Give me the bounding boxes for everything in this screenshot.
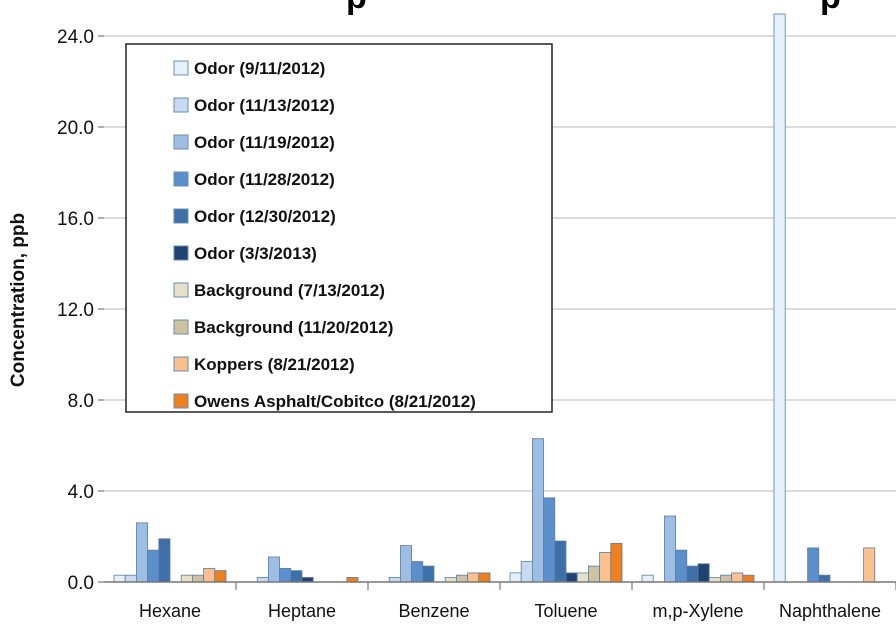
bars xyxy=(113,13,876,583)
legend-swatch xyxy=(173,393,189,409)
category-label: Heptane xyxy=(268,601,336,621)
bar xyxy=(697,563,710,583)
legend-swatch xyxy=(173,208,189,224)
bar xyxy=(599,552,612,583)
legend-label: Koppers (8/21/2012) xyxy=(194,355,355,374)
legend-swatch xyxy=(173,282,189,298)
x-axis xyxy=(104,581,896,590)
bar xyxy=(455,574,468,583)
y-tick-label: 24.0 xyxy=(57,27,94,48)
category-labels: Hexane Heptane Benzene Toluene m,p-Xylene Nap… xyxy=(139,601,881,621)
bar xyxy=(113,574,126,583)
bar xyxy=(807,547,820,583)
bar xyxy=(641,574,654,583)
bar xyxy=(664,515,677,583)
legend-swatch xyxy=(173,356,189,372)
legend-swatch xyxy=(173,245,189,261)
bar xyxy=(422,565,435,583)
legend-swatch xyxy=(173,97,189,113)
bar xyxy=(520,561,533,583)
category-label: Toluene xyxy=(534,601,597,621)
bar xyxy=(576,572,589,583)
chart-title-fragment-2: p xyxy=(820,0,841,16)
bar xyxy=(290,570,303,583)
legend-label: Background (7/13/2012) xyxy=(194,281,385,300)
bar xyxy=(267,556,280,583)
legend-label: Owens Asphalt/Cobitco (8/21/2012) xyxy=(194,392,476,411)
bar xyxy=(742,574,755,583)
bar xyxy=(399,545,412,583)
bar xyxy=(203,567,216,583)
bar xyxy=(588,565,601,583)
bar xyxy=(818,574,831,583)
chart-title-fragment-1: p xyxy=(346,0,367,16)
bar xyxy=(720,574,733,583)
bar xyxy=(773,13,786,583)
category-label: Benzene xyxy=(398,601,469,621)
legend-label: Odor (3/3/2013) xyxy=(194,244,317,263)
bar xyxy=(147,549,160,583)
y-tick-label: 20.0 xyxy=(57,118,94,139)
legend-swatch xyxy=(173,134,189,150)
legend-label: Odor (9/11/2012) xyxy=(194,59,325,78)
category-label: Hexane xyxy=(139,601,201,621)
bar xyxy=(863,547,876,583)
legend-swatch xyxy=(173,319,189,335)
bar xyxy=(478,572,491,583)
bar xyxy=(532,438,545,583)
y-tick-label: 8.0 xyxy=(68,391,94,412)
bar xyxy=(543,497,556,583)
legend-label: Odor (11/28/2012) xyxy=(194,170,335,189)
bar xyxy=(135,522,148,583)
bar xyxy=(180,574,193,583)
bar xyxy=(509,572,522,583)
y-tick-label: 0.0 xyxy=(68,573,94,594)
y-axis-ticks: 0.0 4.0 8.0 12.0 16.0 20.0 24.0 xyxy=(57,27,104,594)
legend-swatch xyxy=(173,60,189,76)
bar xyxy=(565,572,578,583)
legend-label: Background (11/20/2012) xyxy=(194,318,393,337)
y-axis-title: Concentration, ppb xyxy=(8,213,29,387)
bar xyxy=(610,542,623,583)
bar xyxy=(158,538,171,583)
legend-label: Odor (11/13/2012) xyxy=(194,96,335,115)
bar xyxy=(191,574,204,583)
bar xyxy=(686,565,699,583)
y-tick-label: 16.0 xyxy=(57,209,94,230)
legend-label: Odor (11/19/2012) xyxy=(194,133,335,152)
legend-label: Odor (12/30/2012) xyxy=(194,207,336,226)
bar xyxy=(731,572,744,583)
bar xyxy=(124,574,137,583)
bar xyxy=(411,561,424,583)
bar xyxy=(467,572,480,583)
bar xyxy=(214,570,227,583)
bar xyxy=(675,549,688,583)
legend-swatch xyxy=(173,171,189,187)
category-label: Naphthalene xyxy=(779,601,881,621)
legend: Odor (9/11/2012) Odor (11/13/2012) Odor (1… xyxy=(125,43,553,413)
bar xyxy=(279,567,292,583)
legend-box xyxy=(125,43,553,413)
category-label: m,p-Xylene xyxy=(652,601,743,621)
bar xyxy=(554,540,567,583)
y-tick-label: 12.0 xyxy=(57,300,94,321)
y-tick-label: 4.0 xyxy=(68,482,94,503)
